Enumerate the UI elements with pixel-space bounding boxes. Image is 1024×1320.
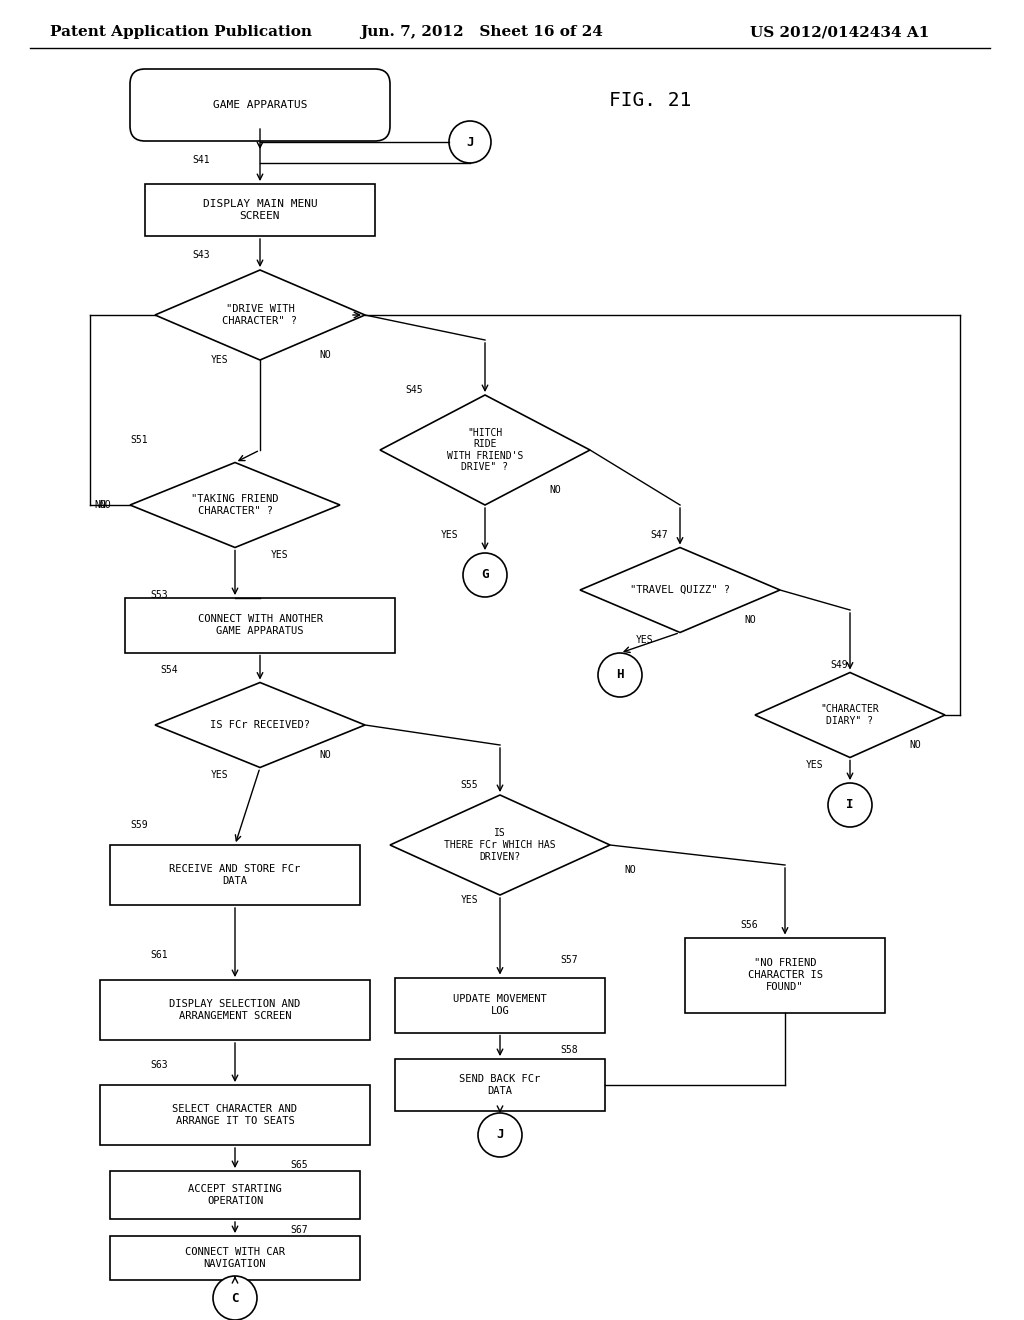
Text: H: H — [616, 668, 624, 681]
Text: IS
THERE FCr WHICH HAS
DRIVEN?: IS THERE FCr WHICH HAS DRIVEN? — [444, 829, 556, 862]
Text: US 2012/0142434 A1: US 2012/0142434 A1 — [750, 25, 930, 40]
Text: ACCEPT STARTING
OPERATION: ACCEPT STARTING OPERATION — [188, 1184, 282, 1205]
Polygon shape — [390, 795, 610, 895]
Text: FIG. 21: FIG. 21 — [609, 91, 691, 110]
Text: "TAKING FRIEND
CHARACTER" ?: "TAKING FRIEND CHARACTER" ? — [191, 494, 279, 516]
Bar — [125, 598, 395, 652]
Text: S47: S47 — [650, 531, 668, 540]
Text: C: C — [231, 1291, 239, 1304]
Text: Patent Application Publication: Patent Application Publication — [50, 25, 312, 40]
Text: NO: NO — [94, 500, 105, 510]
Text: J: J — [497, 1129, 504, 1142]
Text: YES: YES — [211, 770, 228, 780]
Text: S54: S54 — [160, 665, 177, 675]
Circle shape — [449, 121, 490, 162]
Text: CONNECT WITH CAR
NAVIGATION: CONNECT WITH CAR NAVIGATION — [185, 1247, 285, 1269]
Text: NO: NO — [99, 500, 111, 510]
Circle shape — [463, 553, 507, 597]
Text: YES: YES — [441, 531, 459, 540]
Bar — [110, 845, 360, 906]
Bar — [100, 1085, 370, 1144]
Text: NO: NO — [744, 615, 756, 624]
Polygon shape — [580, 548, 780, 632]
Text: S59: S59 — [130, 820, 147, 830]
FancyBboxPatch shape — [130, 69, 390, 141]
Text: S51: S51 — [130, 436, 147, 445]
Text: S56: S56 — [740, 920, 758, 931]
Text: SELECT CHARACTER AND
ARRANGE IT TO SEATS: SELECT CHARACTER AND ARRANGE IT TO SEATS — [172, 1105, 298, 1126]
Text: S67: S67 — [290, 1225, 307, 1236]
Bar — [110, 1236, 360, 1280]
Text: YES: YES — [461, 895, 479, 906]
Text: S58: S58 — [560, 1045, 578, 1055]
Text: YES: YES — [211, 355, 228, 366]
Text: NO: NO — [909, 741, 921, 750]
Text: SEND BACK FCr
DATA: SEND BACK FCr DATA — [460, 1074, 541, 1096]
Text: S45: S45 — [406, 385, 423, 395]
Polygon shape — [380, 395, 590, 506]
Text: DISPLAY MAIN MENU
SCREEN: DISPLAY MAIN MENU SCREEN — [203, 199, 317, 220]
Text: S63: S63 — [150, 1060, 168, 1071]
Text: Jun. 7, 2012   Sheet 16 of 24: Jun. 7, 2012 Sheet 16 of 24 — [360, 25, 603, 40]
Bar — [100, 979, 370, 1040]
Text: NO: NO — [319, 350, 331, 360]
Circle shape — [598, 653, 642, 697]
Text: S53: S53 — [150, 590, 168, 601]
Text: I: I — [846, 799, 854, 812]
Polygon shape — [130, 462, 340, 548]
Text: YES: YES — [636, 635, 653, 645]
Text: S49: S49 — [830, 660, 848, 671]
Bar — [395, 978, 605, 1032]
Text: "DRIVE WITH
CHARACTER" ?: "DRIVE WITH CHARACTER" ? — [222, 304, 298, 326]
Text: YES: YES — [271, 550, 289, 560]
Circle shape — [828, 783, 872, 828]
Text: S61: S61 — [150, 950, 168, 960]
Text: YES: YES — [806, 760, 824, 770]
Text: IS FCr RECEIVED?: IS FCr RECEIVED? — [210, 719, 310, 730]
Text: S41: S41 — [193, 154, 210, 165]
Text: RECEIVE AND STORE FCr
DATA: RECEIVE AND STORE FCr DATA — [169, 865, 301, 886]
Text: NO: NO — [624, 865, 636, 875]
Bar — [145, 183, 375, 236]
Text: J: J — [466, 136, 474, 149]
Text: G: G — [481, 569, 488, 582]
Text: "NO FRIEND
CHARACTER IS
FOUND": "NO FRIEND CHARACTER IS FOUND" — [748, 958, 822, 991]
Text: GAME APPARATUS: GAME APPARATUS — [213, 100, 307, 110]
Polygon shape — [755, 672, 945, 758]
Text: S57: S57 — [560, 954, 578, 965]
Text: NO: NO — [319, 750, 331, 760]
Bar — [685, 937, 885, 1012]
Text: DISPLAY SELECTION AND
ARRANGEMENT SCREEN: DISPLAY SELECTION AND ARRANGEMENT SCREEN — [169, 999, 301, 1020]
Polygon shape — [155, 682, 365, 767]
Bar — [395, 1059, 605, 1111]
Circle shape — [213, 1276, 257, 1320]
Circle shape — [478, 1113, 522, 1158]
Text: S43: S43 — [193, 249, 210, 260]
Text: UPDATE MOVEMENT
LOG: UPDATE MOVEMENT LOG — [454, 994, 547, 1016]
Text: S65: S65 — [290, 1160, 307, 1170]
Text: "TRAVEL QUIZZ" ?: "TRAVEL QUIZZ" ? — [630, 585, 730, 595]
Text: NO: NO — [549, 484, 561, 495]
Text: "CHARACTER
DIARY" ?: "CHARACTER DIARY" ? — [820, 704, 880, 726]
Polygon shape — [155, 271, 365, 360]
Text: S55: S55 — [460, 780, 477, 789]
Text: CONNECT WITH ANOTHER
GAME APPARATUS: CONNECT WITH ANOTHER GAME APPARATUS — [198, 614, 323, 636]
Text: "HITCH
RIDE
WITH FRIEND'S
DRIVE" ?: "HITCH RIDE WITH FRIEND'S DRIVE" ? — [446, 428, 523, 473]
Bar — [110, 1171, 360, 1218]
